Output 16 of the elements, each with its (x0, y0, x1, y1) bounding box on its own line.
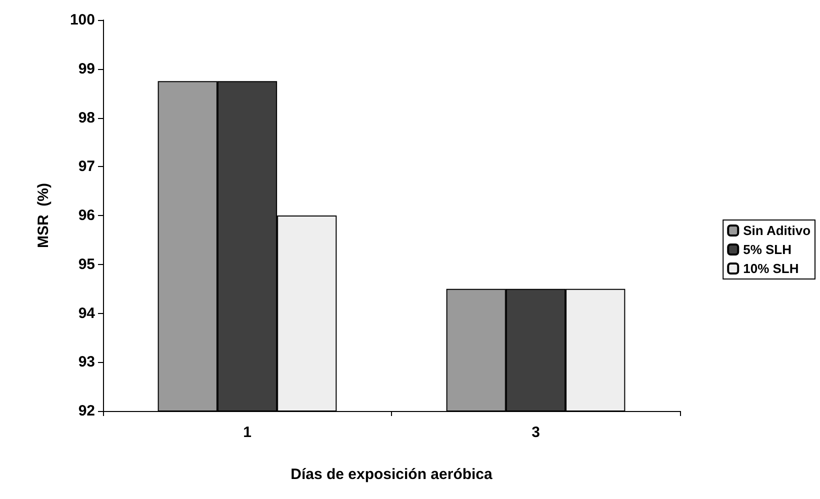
x-axis-title: Días de exposición aeróbica (290, 466, 494, 483)
legend-label: 10% SLH (743, 261, 799, 276)
x-tick-label: 3 (532, 424, 540, 441)
y-tick-label: 92 (78, 402, 95, 420)
y-tick-label: 95 (78, 256, 95, 273)
y-tick-label: 96 (78, 207, 95, 224)
legend-label: Sin Aditivo (743, 223, 811, 238)
y-tick-label: 94 (78, 304, 96, 322)
y-tick-label: 99 (78, 60, 95, 78)
y-axis-title: MSR (%) (35, 183, 52, 248)
x-tick-label: 1 (243, 424, 252, 441)
y-tick-label: 93 (78, 354, 95, 371)
y-tick-label: 98 (78, 109, 95, 126)
legend-label: 5% SLH (743, 242, 792, 257)
y-tick-label: 100 (70, 12, 95, 28)
y-tick-label: 97 (78, 158, 95, 176)
